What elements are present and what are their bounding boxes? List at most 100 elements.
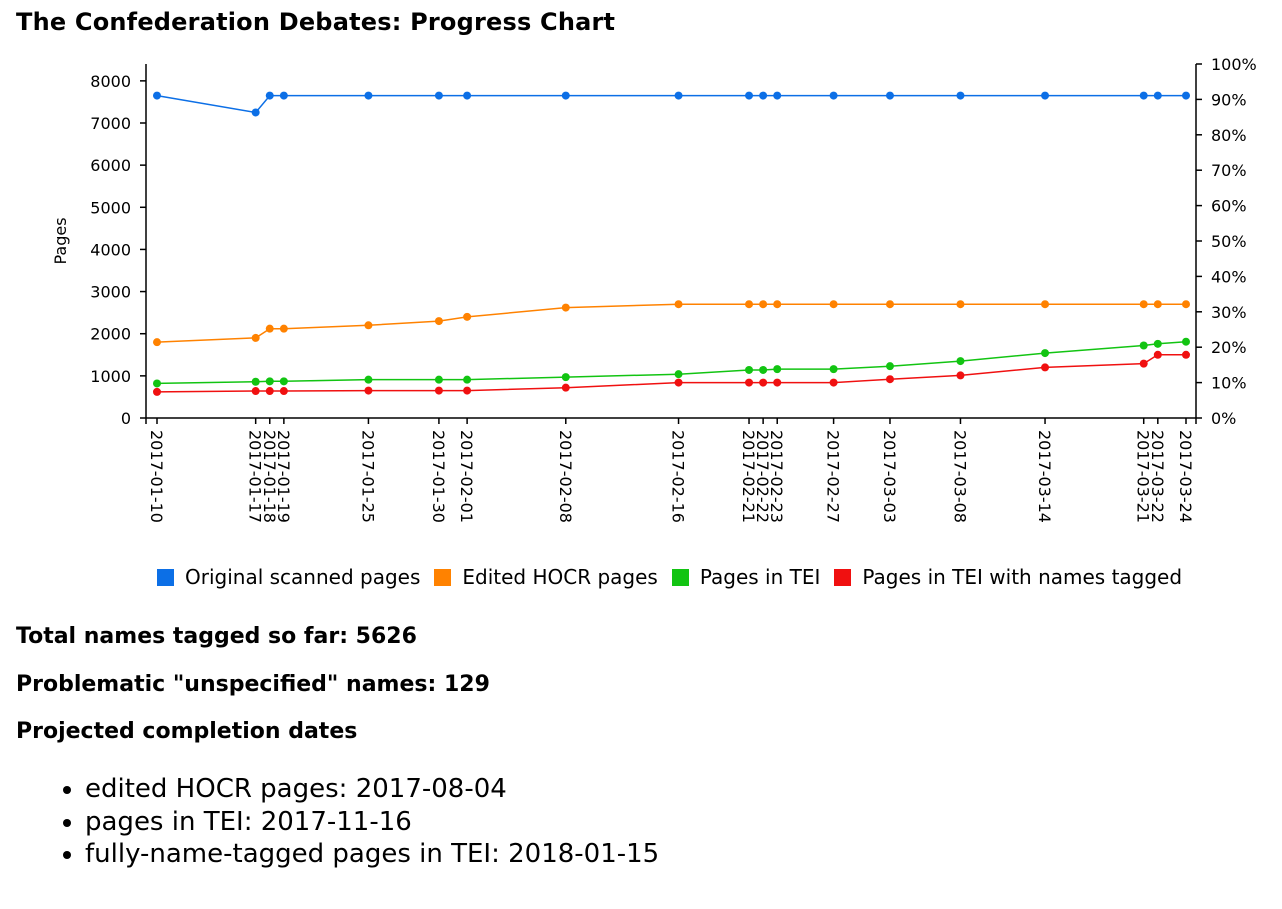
page-title: The Confederation Debates: Progress Char… [16, 8, 616, 36]
chart-legend: Original scanned pages Edited HOCR pages P… [157, 565, 1182, 589]
data-point [463, 375, 472, 384]
x-tick-label: 2017-02-22 [753, 430, 772, 523]
series-line [156, 94, 1186, 114]
data-point [1153, 350, 1162, 359]
data-point [364, 375, 373, 384]
y-tick-label: 8000 [90, 72, 131, 91]
series-line [156, 303, 1186, 343]
data-point [674, 378, 683, 387]
data-point [674, 370, 683, 379]
x-tick-label: 2017-01-19 [274, 430, 293, 523]
data-point [1041, 91, 1050, 100]
data-point [829, 91, 838, 100]
projection-item: fully-name-tagged pages in TEI: 2018-01-… [85, 838, 659, 871]
data-point [1139, 91, 1148, 100]
y-tick-label: 3000 [90, 283, 131, 302]
data-point [773, 300, 782, 309]
data-point [463, 312, 472, 321]
y2-tick-label: 20% [1211, 338, 1247, 357]
legend-swatch [157, 568, 174, 586]
data-point [251, 387, 260, 396]
data-point [956, 91, 965, 100]
data-point [885, 300, 894, 309]
data-point [251, 377, 260, 386]
data-point [759, 365, 768, 374]
data-point [759, 300, 768, 309]
data-point [364, 386, 373, 395]
data-point [153, 387, 161, 396]
legend-item: Pages in TEI with names tagged [834, 565, 1182, 589]
y-tick-label: 2000 [90, 325, 131, 344]
data-point [561, 373, 570, 382]
unspecified-names-count: Problematic "unspecified" names: 129 [16, 672, 490, 697]
x-tick-label: 2017-01-18 [260, 430, 279, 523]
data-point [364, 321, 373, 330]
data-point [745, 300, 754, 309]
data-point [885, 362, 894, 371]
y-tick-label: 0 [121, 409, 131, 428]
data-point [561, 383, 570, 392]
x-tick-label: 2017-03-24 [1176, 430, 1195, 523]
y-tick-label: 1000 [90, 367, 131, 386]
data-point [829, 378, 838, 387]
legend-item: Edited HOCR pages [434, 565, 658, 589]
data-point [773, 365, 782, 374]
data-point [434, 386, 443, 395]
data-point [674, 300, 683, 309]
data-point [434, 91, 443, 100]
x-tick-label: 2017-02-16 [669, 430, 688, 523]
data-point [463, 386, 472, 395]
projection-item: edited HOCR pages: 2017-08-04 [85, 773, 659, 806]
x-tick-label: 2017-02-08 [556, 430, 575, 523]
y-tick-label: 6000 [90, 156, 131, 175]
series-line [156, 354, 1186, 393]
series-group [153, 337, 1190, 388]
data-point [1153, 339, 1162, 348]
data-point [745, 365, 754, 374]
y2-tick-label: 0% [1211, 409, 1236, 428]
projection-list: edited HOCR pages: 2017-08-04 pages in T… [40, 773, 659, 871]
series-group [153, 91, 1190, 117]
data-point [1153, 91, 1162, 100]
data-point [1182, 350, 1190, 359]
projection-item: pages in TEI: 2017-11-16 [85, 806, 659, 839]
data-point [759, 91, 768, 100]
data-point [885, 91, 894, 100]
data-point [153, 379, 161, 388]
x-tick-label: 2017-03-22 [1148, 430, 1167, 523]
data-point [1041, 300, 1050, 309]
data-point [1153, 300, 1162, 309]
legend-swatch [434, 568, 452, 586]
data-point [1041, 363, 1050, 372]
data-point [561, 91, 570, 100]
data-point [1139, 300, 1148, 309]
data-point [265, 91, 274, 100]
y2-tick-label: 60% [1211, 197, 1247, 216]
y2-tick-label: 100% [1211, 55, 1257, 74]
data-point [153, 338, 161, 347]
data-point [279, 324, 288, 333]
y-axis-title: Pages [51, 217, 70, 264]
data-point [265, 324, 274, 333]
data-point [364, 91, 373, 100]
legend-label: Pages in TEI [699, 565, 821, 589]
legend-swatch [671, 568, 689, 586]
legend-label: Edited HOCR pages [462, 565, 658, 589]
data-point [829, 365, 838, 374]
y2-tick-label: 70% [1211, 161, 1247, 180]
projected-dates-heading: Projected completion dates [16, 719, 358, 744]
data-point [1139, 359, 1148, 368]
data-point [265, 387, 274, 396]
x-tick-label: 2017-03-14 [1035, 430, 1054, 523]
data-point [434, 317, 443, 326]
data-point [434, 375, 443, 384]
legend-swatch [834, 568, 852, 586]
chart-axes: 0 1000 2000 3000 4000 5000 6000 7000 8000 Pages 0%… [51, 55, 1257, 523]
x-tick-label: 2017-03-03 [880, 430, 899, 523]
legend-label: Pages in TEI with names tagged [862, 565, 1183, 589]
y-tick-label: 4000 [90, 240, 131, 259]
x-tick-label: 2017-01-10 [147, 430, 166, 523]
progress-chart: 0 1000 2000 3000 4000 5000 6000 7000 8000 Pages 0%… [51, 55, 1257, 523]
data-point [829, 300, 838, 309]
